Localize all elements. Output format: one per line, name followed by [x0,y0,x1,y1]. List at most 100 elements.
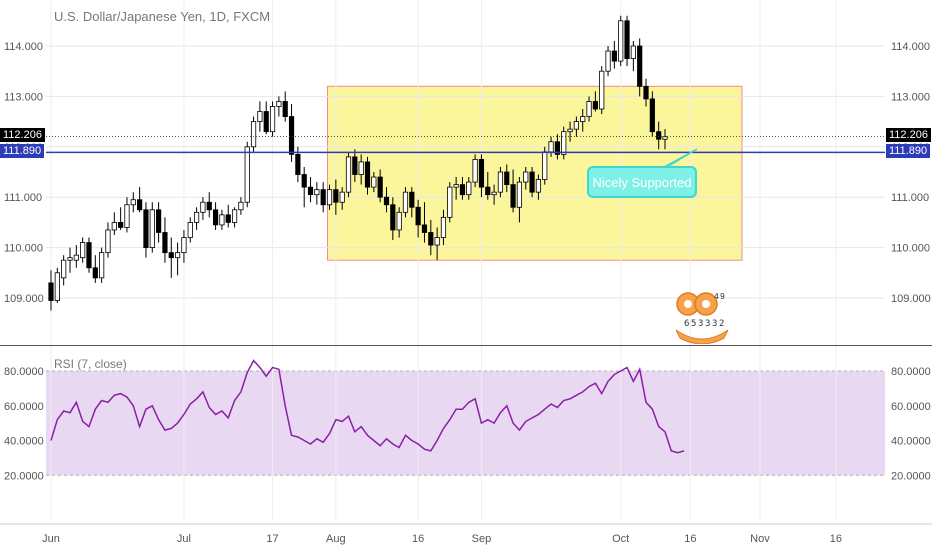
y-tick-label: 113.000 [891,91,930,103]
candle [396,207,402,238]
logo-digit: 9 [720,292,725,301]
candle-body [333,189,339,203]
candle [111,212,117,235]
candle-body [48,282,54,301]
candle [434,227,440,261]
candle [567,121,573,142]
candle-body [649,98,655,133]
candle [238,197,244,215]
x-tick-label: Jun [42,533,60,545]
rsi-y-tick-label: 40.0000 [4,436,44,448]
x-tick-label: Jul [177,533,191,545]
candle [529,166,535,198]
candle-body [497,171,504,193]
candle [156,202,162,243]
candle-body [288,116,295,155]
rsi-y-tick-label: 80.0000 [4,366,44,378]
y-tick-label: 109.000 [891,293,931,305]
candle-body [80,242,86,259]
y-tick-label: 111.000 [4,192,42,204]
candle [409,187,415,218]
candle-body [409,191,415,208]
y-tick-label: 114.000 [4,41,43,53]
candle [371,172,377,193]
rsi-grid [46,346,885,521]
candle-body [257,111,263,122]
candles [48,15,668,311]
time-axis: Jun Jul 17 Aug 16 Sep Oct 16 Nov 16 [0,523,932,545]
candle-body [504,171,510,185]
candle-body [396,211,402,231]
candle-body [459,184,466,196]
candle [250,116,257,152]
candle-body [105,229,111,254]
candle-body [250,121,257,148]
candle [54,267,60,304]
candle [73,245,79,268]
y-tick-label: 113.000 [4,91,43,103]
rsi-axis-right: 20.0000 40.0000 60.0000 80.0000 [891,366,931,482]
candle [282,91,288,122]
candle [257,101,263,132]
candle-body [181,237,187,254]
candle-body [130,199,136,206]
candle-body [478,158,485,188]
candle-body [580,116,586,122]
candle-body [339,191,345,203]
candle-body [301,174,307,188]
candle [92,255,98,283]
candle-body [231,209,238,223]
rsi-axis-left: 20.0000 40.0000 60.0000 80.0000 [4,366,44,482]
candle [345,151,352,198]
candle [219,209,225,230]
candle [611,40,617,69]
candle [333,179,339,215]
rsi-title: RSI (7, close) [54,357,127,371]
candle-body [200,201,206,213]
candle-body [656,131,662,140]
candle-body [611,50,617,62]
candle-body [149,209,155,249]
candle [459,177,466,200]
candle-body [174,252,181,259]
candle [377,169,383,203]
candle [428,219,434,256]
candle-body [605,50,611,72]
x-tick-label: 16 [830,533,842,545]
candle [168,237,174,278]
x-tick-label: Aug [326,533,346,545]
candle-body [630,45,636,60]
callout-text: Nicely Supported [592,174,692,190]
candle [162,217,168,263]
candle-body [415,206,421,226]
candle-body [162,232,168,254]
rsi-y-tick-label: 60.0000 [891,401,931,413]
candle [364,156,371,195]
y-tick-label: 109.000 [4,293,44,305]
candle [554,134,561,160]
candle-body [567,128,573,133]
candle [643,78,649,107]
candle-body [67,257,73,261]
candle-body [662,136,668,140]
candle [649,91,655,137]
candle [86,237,92,273]
candle [80,237,86,263]
candle-body [263,111,269,133]
candle-body [573,121,579,130]
candle [61,255,67,286]
rsi-y-tick-label: 40.0000 [891,436,931,448]
candle-body [643,85,649,100]
logo-digit: 5 [691,319,696,329]
logo-digit: 3 [712,319,717,329]
candle-body [586,101,592,117]
candle [269,101,276,137]
candle [440,209,447,246]
candle [263,101,269,135]
candle [415,199,421,238]
candle [200,197,206,220]
candle-body [561,131,567,155]
candle [535,174,542,200]
candle-body [345,156,352,193]
